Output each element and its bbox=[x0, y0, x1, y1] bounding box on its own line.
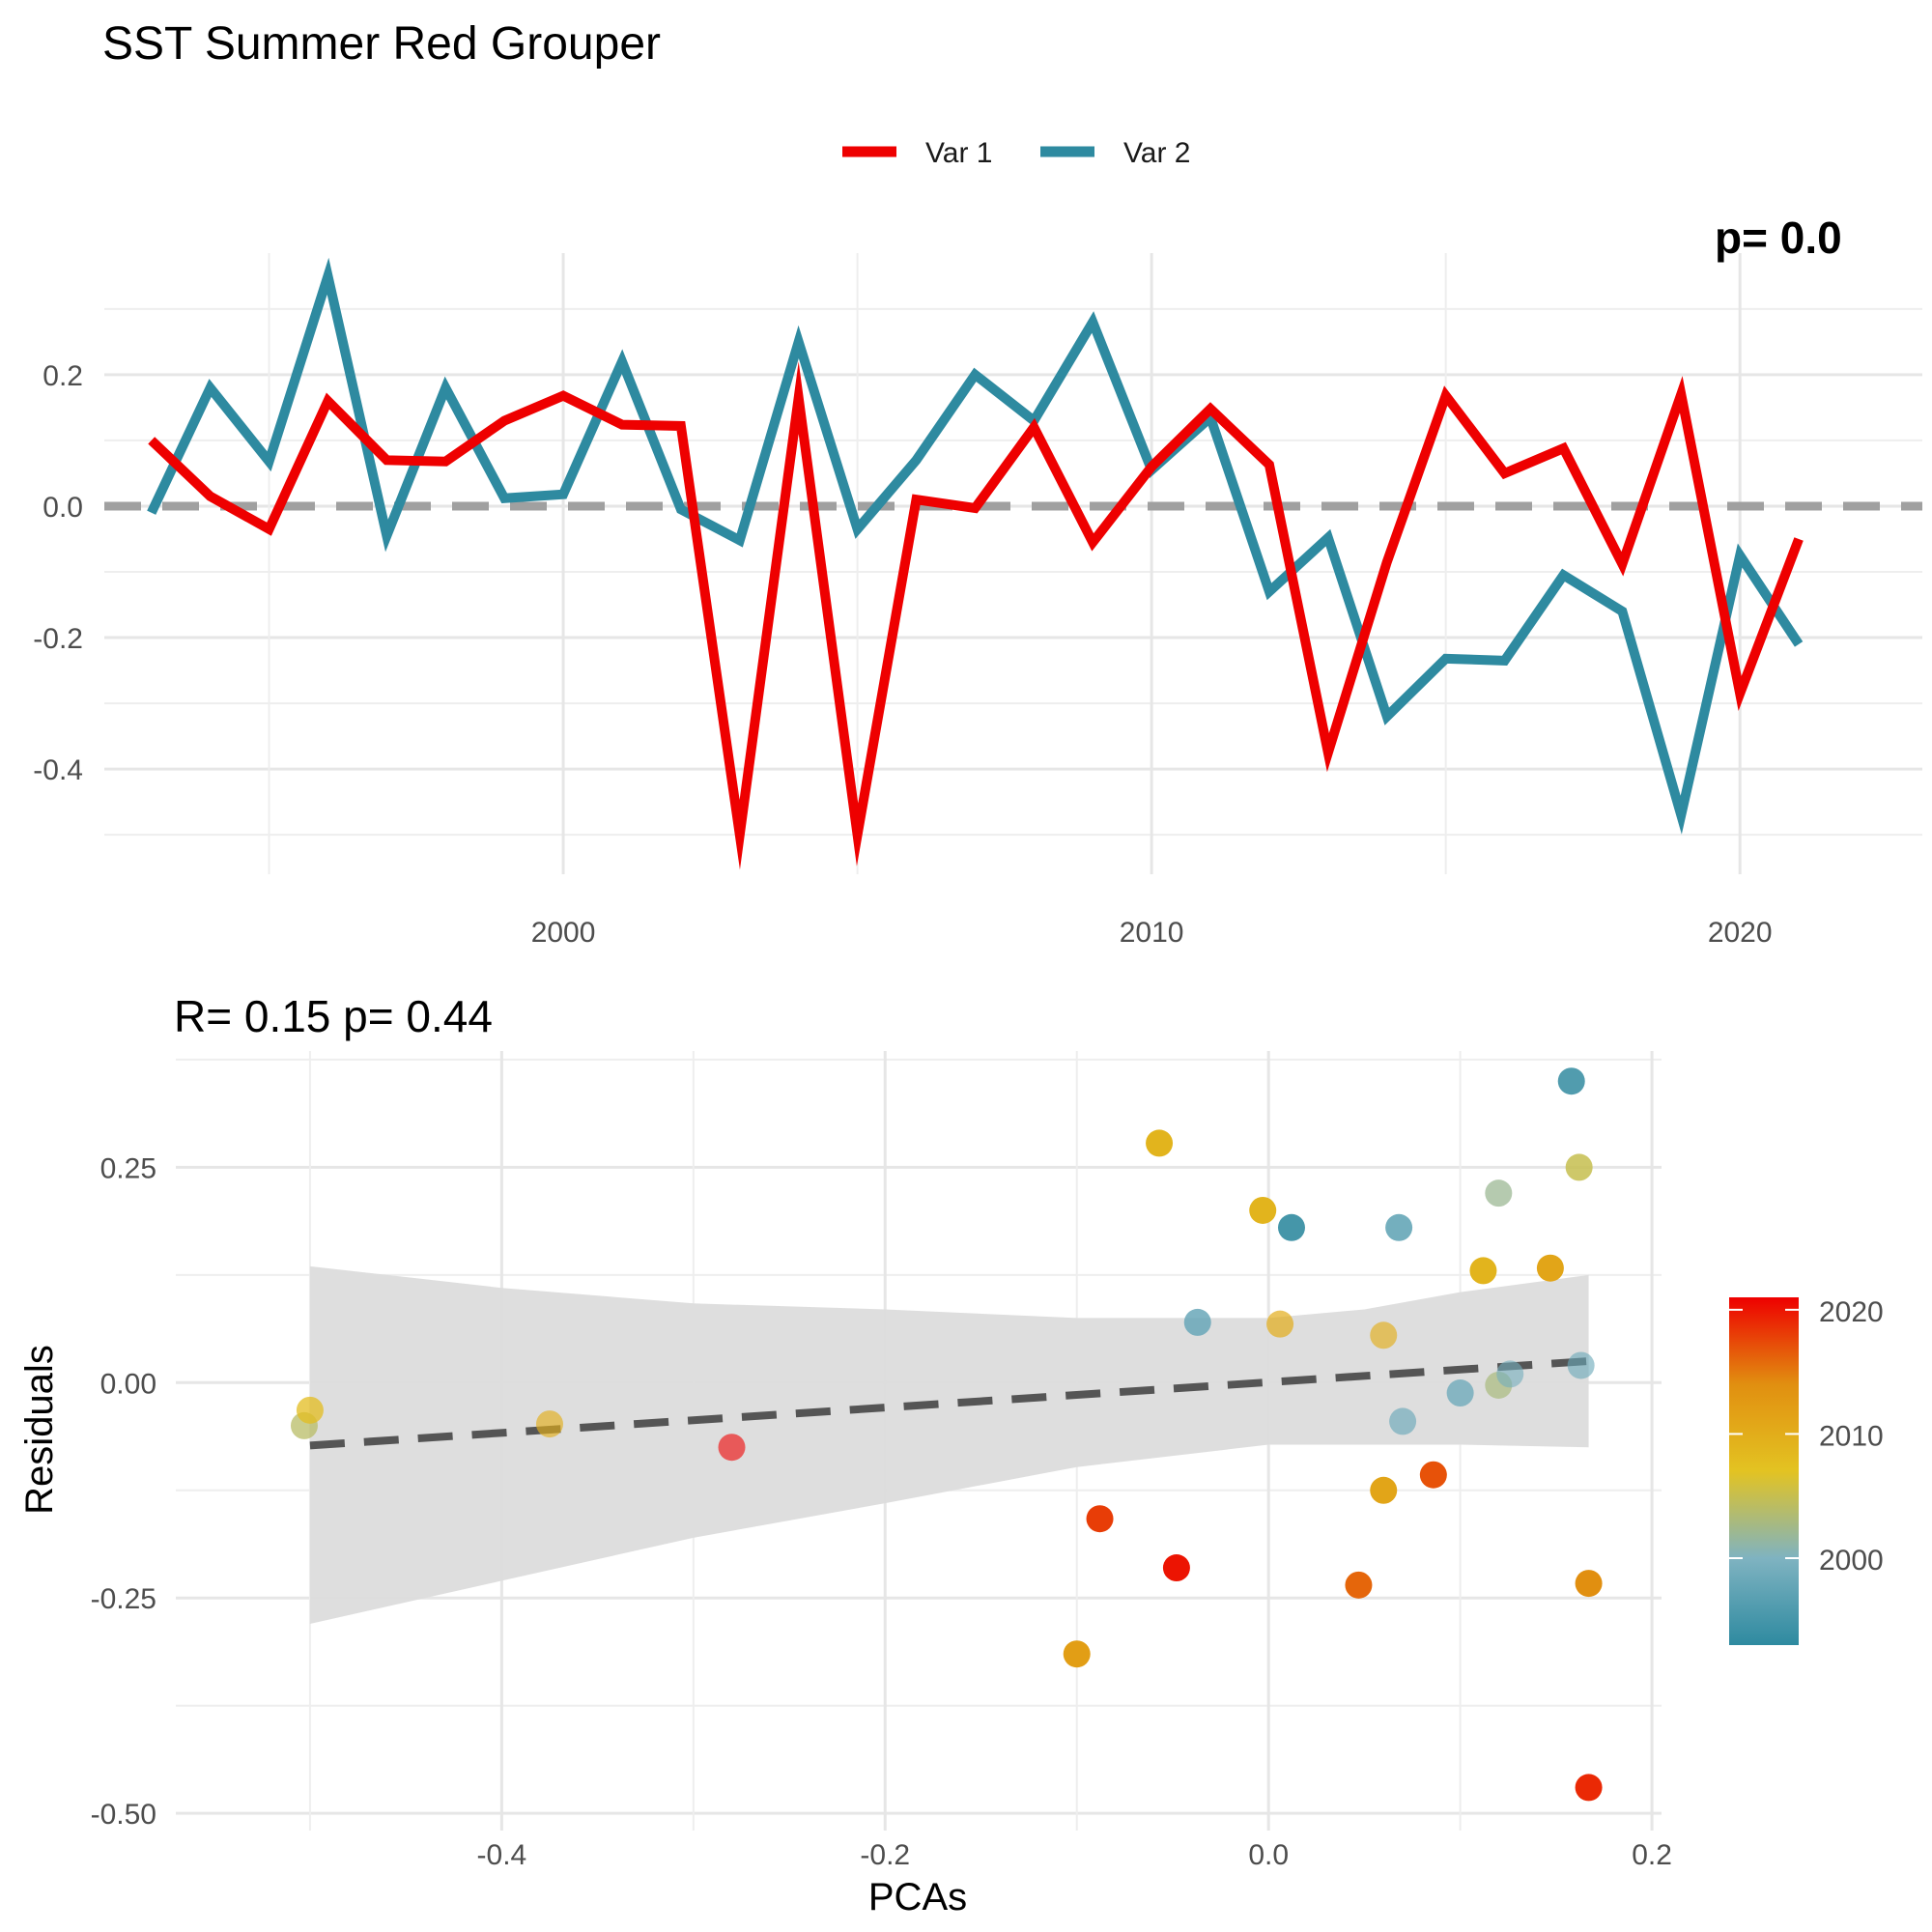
legend-label-var2: Var 2 bbox=[1123, 137, 1190, 169]
color-scale-label: 2000 bbox=[1819, 1545, 1884, 1577]
scatter-point bbox=[1567, 1351, 1595, 1379]
scatter-point bbox=[1385, 1213, 1413, 1241]
x-tick-label: 0.0 bbox=[1248, 1839, 1289, 1871]
scatter-point bbox=[1565, 1153, 1593, 1181]
y-tick-label: 0.25 bbox=[100, 1152, 156, 1184]
scatter-point bbox=[1249, 1196, 1277, 1224]
y-tick-label: -0.25 bbox=[91, 1583, 156, 1615]
scatter-title: R= 0.15 p= 0.44 bbox=[174, 991, 493, 1041]
x-axis-title: PCAs bbox=[868, 1876, 967, 1918]
scatter-point bbox=[535, 1410, 563, 1438]
confidence-band bbox=[309, 1265, 1589, 1624]
top-gridlines bbox=[104, 253, 1922, 874]
bottom-tick-labels: -0.50 -0.25 0.00 0.25 -0.4 -0.2 0.0 0.2 bbox=[91, 1152, 1672, 1871]
scatter-point bbox=[1536, 1254, 1564, 1282]
figure-title: SST Summer Red Grouper bbox=[102, 18, 661, 70]
scatter-point bbox=[1370, 1321, 1398, 1350]
x-tick-label: 2010 bbox=[1120, 917, 1184, 949]
top-tick-labels: -0.4 -0.2 0.0 0.2 2000 2010 2020 bbox=[33, 360, 1772, 949]
series-line-var1 bbox=[148, 361, 1804, 870]
x-tick-label: 2000 bbox=[531, 917, 596, 949]
scatter-point bbox=[1575, 1570, 1603, 1598]
scatter-point bbox=[296, 1396, 324, 1424]
y-tick-label: 0.00 bbox=[100, 1368, 156, 1400]
scatter-points bbox=[290, 1067, 1603, 1802]
x-tick-label: 2020 bbox=[1708, 917, 1773, 949]
top-annotation-cut-off: p= 0.0 bbox=[1715, 213, 1842, 263]
scatter-point bbox=[1485, 1179, 1513, 1208]
scatter-point bbox=[1086, 1505, 1114, 1533]
legend-label-var1: Var 1 bbox=[925, 137, 992, 169]
y-tick-label: 0.0 bbox=[43, 492, 83, 524]
y-axis-title: Residuals bbox=[18, 1345, 61, 1515]
y-tick-label: 0.2 bbox=[43, 360, 83, 392]
confidence-band-area bbox=[309, 1265, 1589, 1624]
scatter-point bbox=[1370, 1476, 1398, 1504]
scatter-point bbox=[1183, 1308, 1211, 1336]
color-scale-label: 2010 bbox=[1819, 1420, 1884, 1452]
scatter-point bbox=[718, 1434, 746, 1462]
scatter-point bbox=[1266, 1310, 1294, 1338]
scatter-point bbox=[1277, 1213, 1305, 1241]
color-scale-legend: 2000 2010 2020 bbox=[1729, 1296, 1884, 1645]
scatter-point bbox=[1162, 1554, 1190, 1582]
legend: Var 1 Var 2 bbox=[842, 137, 1190, 169]
scatter-point bbox=[1446, 1379, 1474, 1407]
y-tick-label: -0.2 bbox=[33, 623, 83, 655]
scatter-point bbox=[1575, 1774, 1603, 1802]
color-scale-label: 2020 bbox=[1819, 1296, 1884, 1328]
scatter-point bbox=[1419, 1461, 1447, 1489]
scatter-point bbox=[1063, 1640, 1091, 1668]
x-tick-label: -0.4 bbox=[477, 1839, 527, 1871]
scatter-point bbox=[1389, 1407, 1417, 1435]
color-scale-bar bbox=[1729, 1297, 1799, 1645]
top-line-chart: -0.4 -0.2 0.0 0.2 2000 2010 2020 p= 0.0 bbox=[33, 213, 1922, 949]
x-tick-label: 0.2 bbox=[1632, 1839, 1672, 1871]
series-line-var2 bbox=[147, 257, 1804, 835]
scatter-point bbox=[1469, 1257, 1497, 1285]
y-tick-label: -0.50 bbox=[91, 1799, 156, 1831]
scatter-point bbox=[1496, 1360, 1524, 1388]
scatter-point bbox=[1146, 1129, 1174, 1157]
scatter-point bbox=[1557, 1067, 1585, 1095]
top-series-lines bbox=[104, 257, 1922, 870]
scatter-point bbox=[1345, 1571, 1373, 1599]
x-tick-label: -0.2 bbox=[860, 1839, 910, 1871]
bottom-scatter-chart: R= 0.15 p= 0.44 -0.50-0.250.000.25-0.4 -0… bbox=[18, 991, 1884, 1918]
y-tick-label: -0.4 bbox=[33, 754, 83, 786]
